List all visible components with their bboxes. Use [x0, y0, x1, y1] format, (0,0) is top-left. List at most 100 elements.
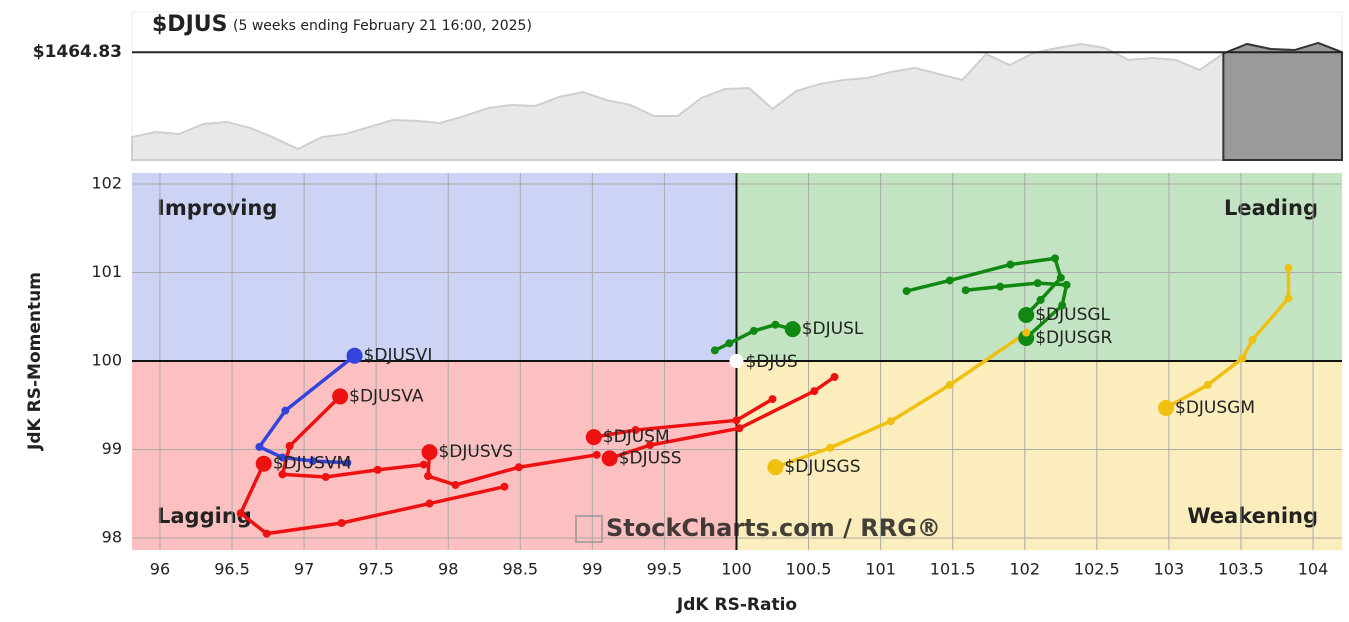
- y-tick-label: 99: [102, 439, 122, 458]
- tail-dot: [262, 529, 271, 538]
- tail-dot: [1056, 273, 1065, 282]
- quadrant-label: Leading: [1224, 196, 1318, 220]
- tail-dot: [996, 282, 1005, 291]
- tail-dot: [343, 458, 352, 467]
- tail-dot: [886, 417, 895, 426]
- tail-dot: [255, 442, 264, 451]
- head-dot: [1018, 306, 1035, 323]
- tail-dot: [1058, 301, 1067, 310]
- tail-dot: [1284, 294, 1293, 303]
- tail-line: [593, 397, 774, 439]
- tail-dot: [771, 320, 780, 329]
- tail-dot: [732, 416, 741, 425]
- series-label: $DJUSL: [802, 319, 864, 339]
- x-tick-label: 102: [1009, 560, 1040, 579]
- x-tick-label: 99: [582, 560, 602, 579]
- tail-dot: [278, 470, 287, 479]
- tail-dot: [281, 406, 290, 415]
- series-label: $DJUSGS: [784, 457, 860, 477]
- series-label: $DJUSGR: [1035, 328, 1112, 348]
- tail-dot: [1022, 328, 1031, 337]
- x-tick-label: 101: [865, 560, 896, 579]
- tail-dot: [236, 509, 245, 518]
- tail-dot: [337, 519, 346, 528]
- tail-dot: [321, 472, 330, 481]
- tail-dot: [308, 457, 317, 466]
- x-tick-label: 96: [150, 560, 170, 579]
- tail-line: [257, 354, 356, 465]
- benchmark-dot: [729, 354, 744, 369]
- tail-dot: [1033, 279, 1042, 288]
- x-tick-label: 100.5: [786, 560, 832, 579]
- tail-dot: [592, 450, 601, 459]
- tail-line: [1165, 268, 1291, 410]
- watermark-icon: [575, 515, 603, 543]
- tail-dot: [646, 441, 655, 450]
- tail-dot: [945, 276, 954, 285]
- x-tick-label: 98.5: [502, 560, 538, 579]
- series-label: $DJUSM: [603, 427, 670, 447]
- tail-dot: [810, 387, 819, 396]
- tail-dot: [1051, 254, 1060, 263]
- head-dot: [346, 347, 363, 364]
- series-label: $DJUSVA: [349, 386, 424, 406]
- quadrant: [132, 173, 737, 362]
- benchmark-label: $DJUS: [745, 352, 797, 372]
- head-dot: [585, 429, 602, 446]
- head-dot: [767, 459, 784, 476]
- x-tick-label: 101.5: [930, 560, 976, 579]
- tail-dot: [961, 286, 970, 295]
- series-label: $DJUSVM: [273, 454, 351, 474]
- tail-dot: [1036, 295, 1045, 304]
- price-area: [1222, 41, 1343, 161]
- tail-dot: [500, 482, 509, 491]
- tail-dot: [826, 443, 835, 452]
- head-dot: [1018, 329, 1035, 346]
- watermark: StockCharts.com / RRG®: [606, 514, 941, 542]
- y-tick-label: 100: [91, 351, 122, 370]
- head-dot: [255, 455, 272, 472]
- series-label: $DJUSVI: [364, 346, 433, 366]
- tail-dot: [902, 287, 911, 296]
- tail-dot: [725, 339, 734, 348]
- series-label: $DJUSGL: [1035, 305, 1110, 325]
- tail-dot: [1203, 380, 1212, 389]
- head-dot: [332, 388, 349, 405]
- x-axis-title: JdK RS-Ratio: [676, 595, 797, 615]
- series-label: $DJUSVS: [438, 442, 513, 462]
- tail-dot: [768, 395, 777, 404]
- x-tick-label: 102.5: [1074, 560, 1120, 579]
- tail-dot: [425, 499, 434, 508]
- tail-dot: [419, 460, 428, 469]
- tail-dot: [278, 453, 287, 462]
- tail-dot: [424, 472, 433, 481]
- quadrant-label: Lagging: [157, 504, 252, 528]
- head-dot: [784, 321, 801, 338]
- x-tick-label: 97.5: [358, 560, 394, 579]
- quadrant-label: Improving: [157, 196, 277, 220]
- tail-dot: [514, 463, 523, 472]
- x-tick-label: 100: [721, 560, 752, 579]
- tail-dot: [631, 426, 640, 435]
- y-tick-label: 102: [91, 173, 122, 192]
- tail-dot: [1248, 335, 1257, 344]
- x-tick-label: 96.5: [214, 560, 250, 579]
- tail-line: [238, 462, 505, 536]
- x-tick-label: 103: [1154, 560, 1185, 579]
- tail-dot: [285, 441, 294, 450]
- y-tick-label: 101: [91, 262, 122, 281]
- tail-dot: [749, 326, 758, 335]
- tail-line: [280, 395, 424, 479]
- tail-dot: [1284, 264, 1293, 273]
- series-label: $DJUSGM: [1175, 398, 1255, 418]
- series-label: $DJUSS: [619, 448, 682, 468]
- x-tick-label: 99.5: [647, 560, 683, 579]
- tail-dot: [735, 424, 744, 433]
- tail-dot: [1238, 354, 1247, 363]
- chart-title: $DJUS: [152, 12, 227, 37]
- tail-dot: [451, 480, 460, 489]
- head-dot: [601, 450, 618, 467]
- x-tick-label: 98: [438, 560, 458, 579]
- x-tick-label: 103.5: [1218, 560, 1264, 579]
